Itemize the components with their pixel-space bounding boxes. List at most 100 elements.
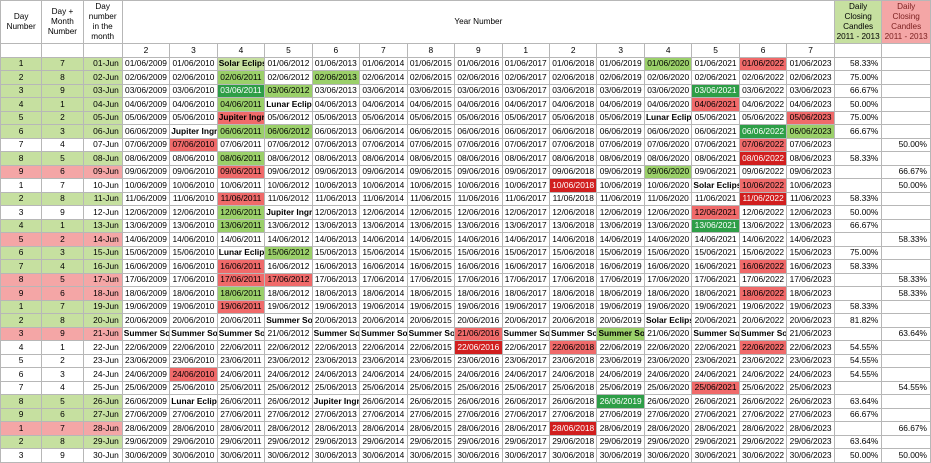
- year-date-cell[interactable]: 08/06/2019: [596, 151, 645, 166]
- year-date-cell[interactable]: 01/06/2010: [169, 56, 218, 71]
- year-date-cell[interactable]: 15/06/2009: [121, 245, 171, 260]
- year-date-cell[interactable]: 13/06/2011: [216, 218, 266, 233]
- year-date-cell[interactable]: 27/06/2015: [406, 407, 456, 422]
- year-date-cell[interactable]: 24/06/2017: [501, 367, 551, 382]
- year-date-cell[interactable]: 14/06/2014: [359, 232, 408, 247]
- day-number-cell[interactable]: 4: [0, 97, 43, 112]
- year-date-cell[interactable]: 18/06/2020: [643, 286, 693, 301]
- date-cell[interactable]: 12-Jun: [82, 205, 123, 220]
- red-percentage-cell[interactable]: [881, 367, 931, 382]
- year-date-cell[interactable]: 09/06/2013: [311, 164, 361, 179]
- red-percentage-cell[interactable]: [881, 110, 931, 125]
- green-percentage-cell[interactable]: 50.00%: [833, 97, 883, 112]
- year-date-cell[interactable]: 30/06/2023: [786, 448, 835, 463]
- year-date-cell[interactable]: 07/06/2017: [501, 137, 551, 152]
- day-number-cell[interactable]: 6: [0, 245, 43, 260]
- green-percentage-cell[interactable]: 54.55%: [833, 340, 883, 355]
- year-date-cell[interactable]: 19/06/2012: [264, 299, 313, 314]
- header-day-month-number[interactable]: Day + Month Number: [41, 0, 84, 44]
- year-date-cell[interactable]: 22/06/2017: [501, 340, 551, 355]
- year-date-cell[interactable]: 29/06/2022: [738, 434, 788, 449]
- year-date-cell[interactable]: 29/06/2017: [501, 434, 551, 449]
- year-date-cell[interactable]: 29/06/2015: [406, 434, 456, 449]
- year-date-cell[interactable]: 29/06/2009: [121, 434, 171, 449]
- year-date-cell[interactable]: 10/06/2015: [406, 178, 456, 193]
- year-date-cell[interactable]: 16/06/2022: [738, 259, 788, 274]
- year-date-cell[interactable]: 02/06/2017: [501, 70, 551, 85]
- date-cell[interactable]: 09-Jun: [82, 164, 123, 179]
- year-date-cell[interactable]: 21/06/2020: [643, 326, 693, 341]
- year-date-cell[interactable]: 25/06/2019: [596, 380, 645, 395]
- green-percentage-cell[interactable]: 75.00%: [833, 110, 883, 125]
- date-cell[interactable]: 24-Jun: [82, 367, 123, 382]
- year-date-cell[interactable]: 15/06/2018: [548, 245, 598, 260]
- date-cell[interactable]: 21-Jun: [82, 326, 123, 341]
- day-month-number-cell[interactable]: 1: [41, 340, 84, 355]
- year-date-cell[interactable]: 11/06/2021: [691, 191, 740, 206]
- year-date-cell[interactable]: 17/06/2018: [548, 272, 598, 287]
- year-date-cell[interactable]: 08/06/2020: [643, 151, 693, 166]
- year-date-cell[interactable]: 12/06/2015: [406, 205, 456, 220]
- date-cell[interactable]: 14-Jun: [82, 232, 123, 247]
- year-date-cell[interactable]: 12/06/2023: [786, 205, 835, 220]
- year-date-cell[interactable]: 16/06/2015: [406, 259, 456, 274]
- year-date-cell[interactable]: 16/06/2013: [311, 259, 361, 274]
- year-date-cell[interactable]: 04/06/2017: [501, 97, 551, 112]
- year-date-cell[interactable]: 20/06/2018: [548, 313, 598, 328]
- year-date-cell[interactable]: 06/06/2009: [121, 124, 171, 139]
- year-date-cell[interactable]: 03/06/2018: [548, 83, 598, 98]
- year-date-cell[interactable]: 04/06/2019: [596, 97, 645, 112]
- year-date-cell[interactable]: 11/06/2017: [501, 191, 551, 206]
- year-date-cell[interactable]: Solar Eclipse: [216, 56, 266, 71]
- red-percentage-cell[interactable]: [881, 394, 931, 409]
- day-number-cell[interactable]: 4: [0, 340, 43, 355]
- day-number-cell[interactable]: 6: [0, 124, 43, 139]
- year-date-cell[interactable]: 12/06/2018: [548, 205, 598, 220]
- year-date-cell[interactable]: 11/06/2015: [406, 191, 456, 206]
- day-month-number-cell[interactable]: 5: [41, 394, 84, 409]
- year-date-cell[interactable]: 22/06/2022: [738, 340, 788, 355]
- year-date-cell[interactable]: 03/06/2022: [738, 83, 788, 98]
- year-date-cell[interactable]: 01/06/2013: [311, 56, 361, 71]
- green-percentage-cell[interactable]: [833, 272, 883, 287]
- header-daily-closing-green[interactable]: Daily Closing Candles 2011 - 2013: [833, 0, 883, 44]
- year-date-cell[interactable]: 18/06/2019: [596, 286, 645, 301]
- year-date-cell[interactable]: 30/06/2021: [691, 448, 740, 463]
- year-date-cell[interactable]: 15/06/2019: [596, 245, 645, 260]
- year-date-cell[interactable]: 12/06/2014: [359, 205, 408, 220]
- year-date-cell[interactable]: 30/06/2017: [501, 448, 551, 463]
- year-date-cell[interactable]: 08/06/2016: [454, 151, 503, 166]
- header-year-number[interactable]: Year Number: [121, 0, 835, 44]
- year-date-cell[interactable]: 01/06/2014: [359, 56, 408, 71]
- year-date-cell[interactable]: 13/06/2019: [596, 218, 645, 233]
- day-month-number-cell[interactable]: 9: [41, 448, 84, 463]
- day-number-cell[interactable]: 7: [0, 380, 43, 395]
- year-date-cell[interactable]: 21/06/2023: [786, 326, 835, 341]
- year-date-cell[interactable]: 25/06/2013: [311, 380, 361, 395]
- year-date-cell[interactable]: 10/06/2013: [311, 178, 361, 193]
- green-percentage-cell[interactable]: [833, 421, 883, 436]
- year-date-cell[interactable]: 04/06/2011: [216, 97, 266, 112]
- year-date-cell[interactable]: 14/06/2018: [548, 232, 598, 247]
- year-date-cell[interactable]: 20/06/2023: [786, 313, 835, 328]
- year-date-cell[interactable]: 23/06/2023: [786, 353, 835, 368]
- year-date-cell[interactable]: 18/06/2023: [786, 286, 835, 301]
- year-date-cell[interactable]: 29/06/2020: [643, 434, 693, 449]
- day-month-number-cell[interactable]: 6: [41, 286, 84, 301]
- year-date-cell[interactable]: 17/06/2022: [738, 272, 788, 287]
- date-cell[interactable]: 19-Jun: [82, 299, 123, 314]
- year-date-cell[interactable]: 11/06/2020: [643, 191, 693, 206]
- year-date-cell[interactable]: 16/06/2019: [596, 259, 645, 274]
- year-date-cell[interactable]: 09/06/2012: [264, 164, 313, 179]
- year-date-cell[interactable]: 18/06/2010: [169, 286, 218, 301]
- year-date-cell[interactable]: Jupiter Ingress: [264, 205, 313, 220]
- day-number-cell[interactable]: 2: [0, 313, 43, 328]
- red-percentage-cell[interactable]: [881, 313, 931, 328]
- year-date-cell[interactable]: 10/06/2023: [786, 178, 835, 193]
- year-date-cell[interactable]: 03/06/2017: [501, 83, 551, 98]
- year-date-cell[interactable]: 18/06/2022: [738, 286, 788, 301]
- year-date-cell[interactable]: 09/06/2022: [738, 164, 788, 179]
- year-date-cell[interactable]: 24/06/2021: [691, 367, 740, 382]
- year-date-cell[interactable]: 22/06/2010: [169, 340, 218, 355]
- year-date-cell[interactable]: 02/06/2021: [691, 70, 740, 85]
